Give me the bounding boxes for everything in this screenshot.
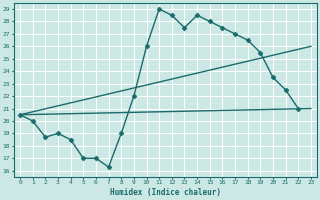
- X-axis label: Humidex (Indice chaleur): Humidex (Indice chaleur): [110, 188, 221, 197]
